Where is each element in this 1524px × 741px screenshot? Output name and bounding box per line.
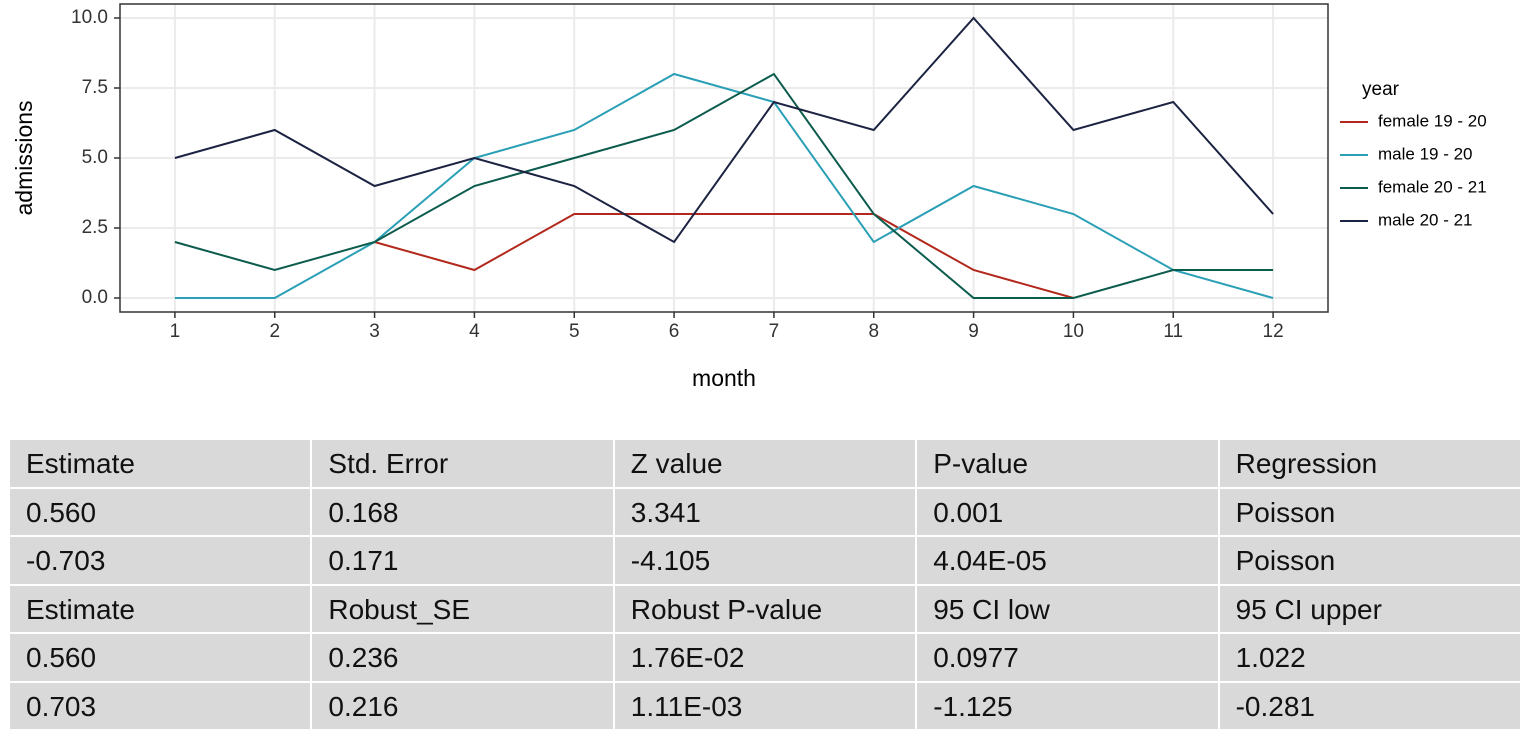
table-cell: Poisson <box>1219 537 1520 584</box>
table-cell: 0.236 <box>312 634 613 681</box>
table-cell: Std. Error <box>312 440 613 487</box>
x-tick-label: 12 <box>1263 321 1284 342</box>
x-tick-label: 4 <box>469 321 480 342</box>
x-tick-label: 5 <box>569 321 580 342</box>
legend-label: male 20 - 21 <box>1378 210 1473 229</box>
y-tick-label: 5.0 <box>82 147 108 168</box>
table-cell: 95 CI low <box>917 585 1218 632</box>
table-cell: -4.105 <box>614 537 916 584</box>
y-axis-label: admissions <box>11 100 37 215</box>
series-line <box>174 72 1274 299</box>
table-cell: Regression <box>1219 440 1520 487</box>
legend-label: female 20 - 21 <box>1378 177 1487 196</box>
x-tick-label: 6 <box>669 321 680 342</box>
series-line <box>174 72 1274 299</box>
table-cell: 0.560 <box>10 488 311 535</box>
table-cell: Z value <box>614 440 916 487</box>
table-cell: 0.001 <box>917 488 1218 535</box>
table-cell: 1.022 <box>1219 634 1520 681</box>
y-tick-label: 0.0 <box>82 287 108 308</box>
x-tick-label: 10 <box>1063 321 1084 342</box>
y-tick-label: 2.5 <box>82 217 108 238</box>
table-cell: 0.703 <box>10 682 311 729</box>
table-cell: 1.11E-03 <box>614 682 916 729</box>
x-tick-label: 11 <box>1163 321 1183 342</box>
table-cell: 3.341 <box>614 488 916 535</box>
legend-title: year <box>1362 79 1400 100</box>
table-cell: Robust_SE <box>312 585 613 632</box>
table-cell: -1.125 <box>917 682 1218 729</box>
plot-border <box>119 3 1329 313</box>
table-cell: Robust P-value <box>614 585 916 632</box>
series-line <box>174 16 1274 244</box>
table-cell: 0.171 <box>312 537 613 584</box>
x-tick-label: 9 <box>968 321 979 342</box>
table-cell: -0.281 <box>1219 682 1520 729</box>
x-tick-label: 1 <box>170 321 181 342</box>
series-line <box>374 213 1074 299</box>
chart: admissions month year 0.02.55.07.510.01 2… <box>11 3 1487 391</box>
y-tick-label: 7.5 <box>82 77 108 98</box>
x-tick-label: 3 <box>369 321 380 342</box>
table-cell: Estimate <box>10 440 311 487</box>
table-cell: 0.168 <box>312 488 613 535</box>
table-cell: 0.216 <box>312 682 613 729</box>
table-cell: Poisson <box>1219 488 1520 535</box>
table-cell: 0.0977 <box>917 634 1218 681</box>
legend-label: male 19 - 20 <box>1378 144 1473 163</box>
table-cell: 0.560 <box>10 634 311 681</box>
legend-label: female 19 - 20 <box>1378 111 1487 130</box>
table-cell: -0.703 <box>10 537 311 584</box>
table-cell: Estimate <box>10 585 311 632</box>
table-cell: 1.76E-02 <box>614 634 916 681</box>
x-tick-label: 2 <box>269 321 280 342</box>
results-table: Estimate Std. Error Z value P-value Regressi… <box>10 440 1520 729</box>
x-axis-label: month <box>692 365 756 391</box>
y-tick-label: 10.0 <box>71 7 108 28</box>
table-cell: 95 CI upper <box>1219 585 1520 632</box>
table-cell: 4.04E-05 <box>917 537 1218 584</box>
x-tick-label: 7 <box>769 321 780 342</box>
x-tick-label: 8 <box>868 321 879 342</box>
table-cell: P-value <box>917 440 1218 487</box>
